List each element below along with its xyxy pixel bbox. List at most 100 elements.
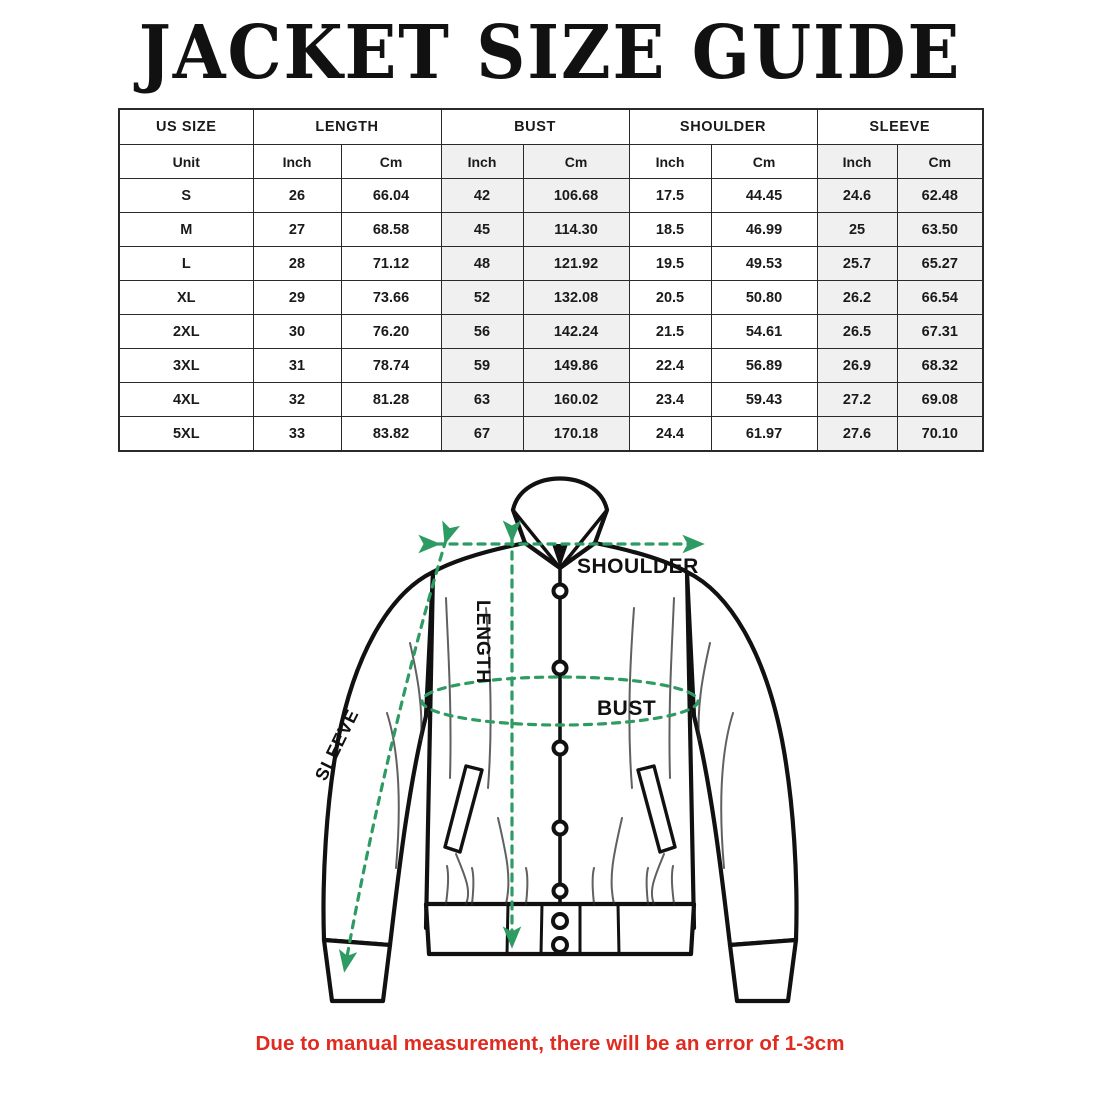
snap-button [551,882,569,900]
group-header-bust: BUST [440,108,630,145]
gather-line [670,865,675,905]
cell-sleeve-inch: 27.2 [816,382,898,417]
cell-size: S [118,178,254,213]
bust-label: BUST [597,697,657,720]
sleeve-measure-line [338,520,461,973]
cell-length-inch: 33 [252,416,342,452]
jacket-diagram: SHOULDER BUST LENGTH SLEEVE [250,448,870,1018]
cell-length-inch: 28 [252,246,342,281]
group-header-length: LENGTH [252,108,442,145]
fold-line [697,642,711,741]
cell-length-cm: 83.82 [340,416,442,452]
cell-sleeve-cm: 66.54 [896,280,984,315]
group-header-us-size: US SIZE [118,108,254,145]
right-sleeve [684,569,799,948]
unit-length-cm: Cm [340,144,442,179]
cell-shoulder-cm: 54.61 [710,314,818,349]
gather-line [645,867,649,905]
cell-sleeve-inch: 27.6 [816,416,898,452]
size-table-container: US SIZE LENGTH BUST SHOULDER SLEEVE Unit… [118,108,985,452]
cell-shoulder-cm: 59.43 [710,382,818,417]
gather-line [525,867,529,905]
table-row: L 28 71.12 48 121.92 19.5 49.53 25.7 65.… [118,246,984,281]
cell-sleeve-cm: 65.27 [896,246,984,281]
cell-size: 3XL [118,348,254,383]
cell-bust-inch: 45 [440,212,524,247]
cell-sleeve-cm: 70.10 [896,416,984,452]
cell-bust-cm: 160.02 [522,382,630,417]
gather-line [471,867,475,905]
cell-sleeve-inch: 24.6 [816,178,898,213]
unit-shoulder-cm: Cm [710,144,818,179]
cell-sleeve-inch: 26.5 [816,314,898,349]
gather-line [591,867,595,905]
cell-shoulder-inch: 24.4 [628,416,712,452]
cell-shoulder-inch: 20.5 [628,280,712,315]
cell-bust-cm: 106.68 [522,178,630,213]
cell-shoulder-cm: 46.99 [710,212,818,247]
group-header-sleeve: SLEEVE [816,108,984,145]
waistband-seg-4 [616,902,621,956]
cell-shoulder-cm: 50.80 [710,280,818,315]
cell-bust-inch: 48 [440,246,524,281]
cell-shoulder-inch: 19.5 [628,246,712,281]
size-table: US SIZE LENGTH BUST SHOULDER SLEEVE Unit… [118,108,985,452]
table-head: US SIZE LENGTH BUST SHOULDER SLEEVE Unit… [118,108,984,179]
cell-size: 2XL [118,314,254,349]
cell-length-cm: 71.12 [340,246,442,281]
cell-sleeve-inch: 25 [816,212,898,247]
right-welt-pocket [636,764,677,854]
cell-sleeve-inch: 26.2 [816,280,898,315]
cell-shoulder-inch: 22.4 [628,348,712,383]
cell-shoulder-inch: 17.5 [628,178,712,213]
right-cuff [727,937,799,1004]
cell-shoulder-cm: 56.89 [710,348,818,383]
shoulder-label: SHOULDER [577,555,699,578]
cell-bust-inch: 59 [440,348,524,383]
table-row: S 26 66.04 42 106.68 17.5 44.45 24.6 62.… [118,178,984,213]
cell-size: M [118,212,254,247]
cell-sleeve-cm: 62.48 [896,178,984,213]
fold-line [610,817,623,905]
fold-line [668,597,675,779]
cell-shoulder-cm: 49.53 [710,246,818,281]
cell-length-inch: 32 [252,382,342,417]
table-row: 3XL 31 78.74 59 149.86 22.4 56.89 26.9 6… [118,348,984,383]
fold-line [485,607,492,789]
fold-line [650,853,665,905]
unit-bust-cm: Cm [522,144,630,179]
cell-length-cm: 68.58 [340,212,442,247]
cell-bust-inch: 67 [440,416,524,452]
fold-line [720,712,734,869]
cell-length-inch: 26 [252,178,342,213]
cell-sleeve-cm: 67.31 [896,314,984,349]
cell-size: XL [118,280,254,315]
cell-sleeve-cm: 68.32 [896,348,984,383]
unit-shoulder-inch: Inch [628,144,712,179]
cell-sleeve-cm: 63.50 [896,212,984,247]
unit-length-inch: Inch [252,144,342,179]
cell-shoulder-inch: 23.4 [628,382,712,417]
group-header-shoulder: SHOULDER [628,108,818,145]
cell-bust-inch: 56 [440,314,524,349]
snap-button [551,739,569,757]
left-cuff [321,937,393,1004]
snap-button [551,819,569,837]
cell-length-cm: 66.04 [340,178,442,213]
cell-bust-cm: 114.30 [522,212,630,247]
measurement-disclaimer: Due to manual measurement, there will be… [255,1032,845,1055]
page-title: JACKET SIZE GUIDE [138,10,962,96]
cell-shoulder-inch: 18.5 [628,212,712,247]
waistband-seg-1 [505,902,510,956]
cell-bust-inch: 42 [440,178,524,213]
table-row: M 27 68.58 45 114.30 18.5 46.99 25 63.50 [118,212,984,247]
waistband-seg-2 [539,902,544,956]
table-row: 5XL 33 83.82 67 170.18 24.4 61.97 27.6 7… [118,416,984,452]
cell-length-cm: 81.28 [340,382,442,417]
measure-lines-group [338,520,705,973]
table-body: S 26 66.04 42 106.68 17.5 44.45 24.6 62.… [118,178,984,452]
group-header-row: US SIZE LENGTH BUST SHOULDER SLEEVE [118,108,984,145]
jacket-outline-group [321,476,799,1004]
cell-length-cm: 76.20 [340,314,442,349]
